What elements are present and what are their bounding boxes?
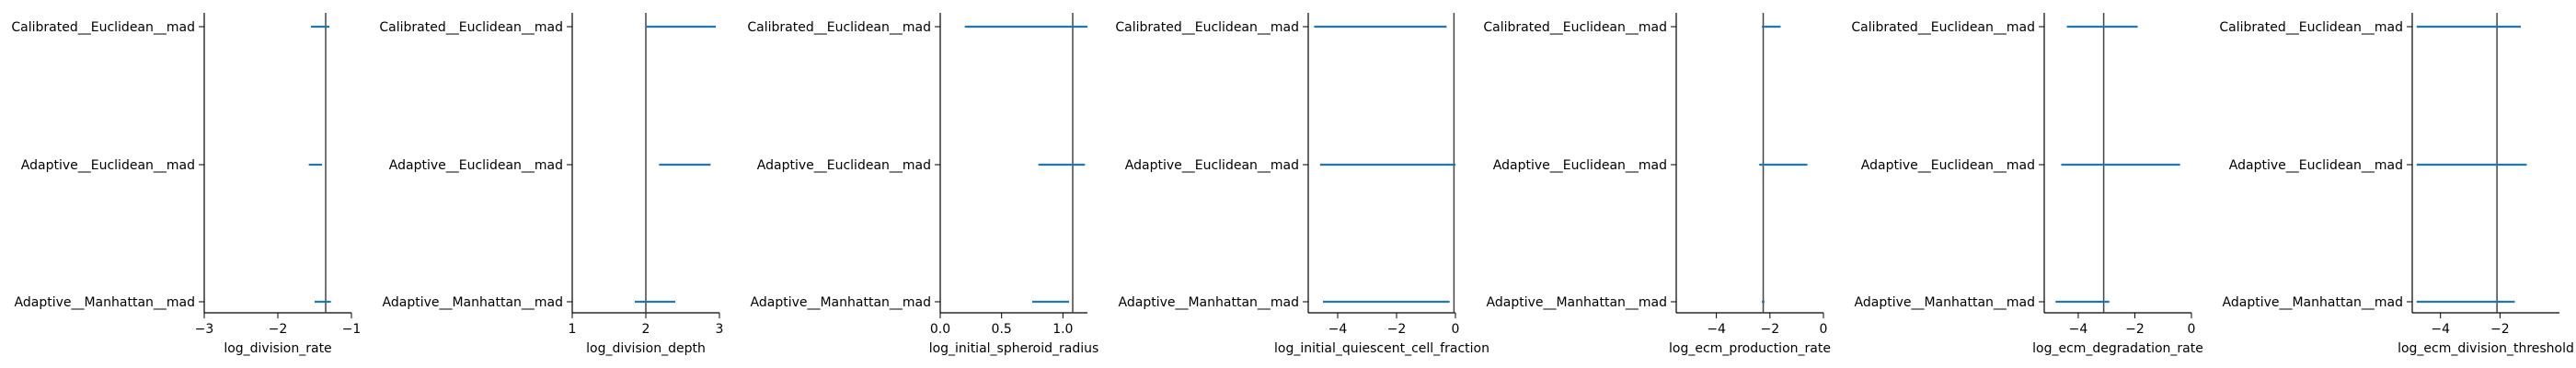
x-axis-label: log_ecm_degradation_rate (2032, 341, 2203, 356)
y-tick-label: Adaptive__Euclidean__mad (757, 158, 931, 173)
x-tick-label: 0 (1820, 322, 1828, 337)
x-tick-label: −1 (342, 322, 362, 337)
y-tick-label: Adaptive__Manhattan__mad (1487, 295, 1667, 310)
x-axis-label: log_division_depth (586, 341, 706, 356)
x-axis-label: log_ecm_division_threshold (2398, 341, 2574, 356)
y-tick-label: Adaptive__Euclidean__mad (21, 158, 195, 173)
y-tick-label: Calibrated__Euclidean__mad (1483, 20, 1667, 35)
x-tick-label: 0.0 (930, 322, 950, 337)
x-tick-label: −4 (2069, 322, 2088, 337)
y-tick-label: Adaptive__Manhattan__mad (15, 295, 195, 310)
x-axis-label: log_initial_spheroid_radius (929, 341, 1099, 356)
x-axis-label: log_division_rate (224, 341, 331, 356)
x-tick-label: 3 (716, 322, 724, 337)
y-tick-label: Adaptive__Manhattan__mad (1855, 295, 2035, 310)
y-tick-label: Calibrated__Euclidean__mad (2219, 20, 2403, 35)
y-tick-label: Calibrated__Euclidean__mad (747, 20, 931, 35)
y-tick-label: Adaptive__Euclidean__mad (1125, 158, 1299, 173)
y-tick-label: Adaptive__Euclidean__mad (1861, 158, 2035, 173)
x-tick-label: −3 (195, 322, 214, 337)
x-tick-label: −4 (1707, 322, 1726, 337)
x-tick-label: 0 (1452, 322, 1460, 337)
x-tick-label: 0.5 (992, 322, 1012, 337)
x-tick-label: −4 (2431, 322, 2450, 337)
x-tick-label: 1 (569, 322, 577, 337)
y-tick-label: Adaptive__Manhattan__mad (1119, 295, 1299, 310)
x-tick-label: −2 (269, 322, 288, 337)
y-tick-label: Adaptive__Euclidean__mad (1493, 158, 1667, 173)
y-tick-label: Adaptive__Euclidean__mad (2229, 158, 2403, 173)
y-tick-label: Calibrated__Euclidean__mad (379, 20, 563, 35)
x-axis-label: log_initial_quiescent_cell_fraction (1274, 341, 1489, 356)
x-axis-label: log_ecm_production_rate (1669, 341, 1831, 356)
y-tick-label: Calibrated__Euclidean__mad (1851, 20, 2035, 35)
y-tick-label: Calibrated__Euclidean__mad (11, 20, 195, 35)
x-tick-label: 1.0 (1052, 322, 1073, 337)
y-tick-label: Adaptive__Euclidean__mad (389, 158, 563, 173)
x-tick-label: −2 (1760, 322, 1779, 337)
x-tick-label: 2 (642, 322, 650, 337)
x-tick-label: 0 (2188, 322, 2196, 337)
x-tick-label: −2 (1387, 322, 1407, 337)
y-tick-label: Adaptive__Manhattan__mad (383, 295, 563, 310)
x-tick-label: −2 (2490, 322, 2510, 337)
x-tick-label: −2 (2125, 322, 2145, 337)
y-tick-label: Calibrated__Euclidean__mad (1115, 20, 1299, 35)
y-tick-label: Adaptive__Manhattan__mad (751, 295, 931, 310)
x-tick-label: −4 (1328, 322, 1348, 337)
y-tick-label: Adaptive__Manhattan__mad (2223, 295, 2403, 310)
